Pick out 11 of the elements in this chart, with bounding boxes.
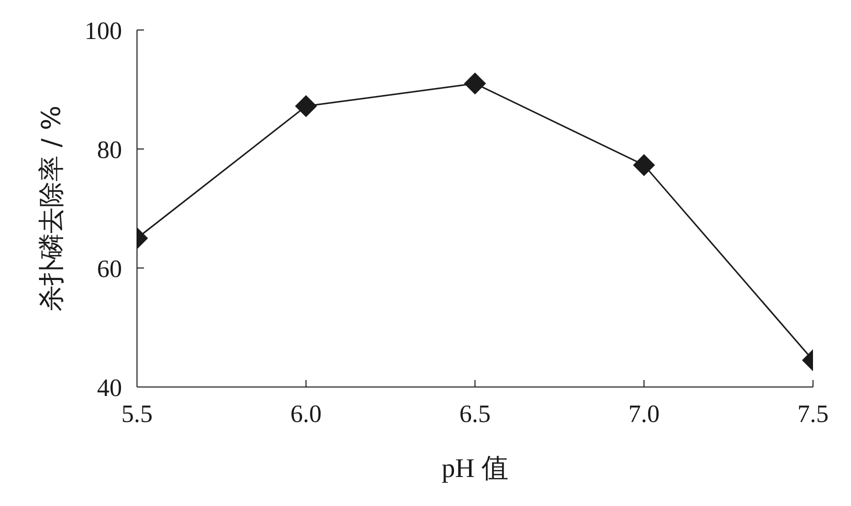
- x-tick-label: 7.0: [628, 400, 660, 428]
- y-tick-label: 100: [84, 18, 122, 45]
- x-tick-label: 7.5: [797, 400, 829, 428]
- x-axis-title: pH 值: [442, 453, 508, 483]
- x-tick-label: 6.0: [290, 400, 322, 428]
- y-tick-label: 80: [97, 136, 122, 164]
- y-tick-label: 40: [97, 374, 122, 402]
- y-axis-title: 杀扑磷去除率 / %: [37, 106, 68, 312]
- x-tick-label: 5.5: [121, 400, 153, 428]
- y-tick-label: 60: [97, 256, 122, 283]
- x-tick-label: 6.5: [459, 400, 491, 428]
